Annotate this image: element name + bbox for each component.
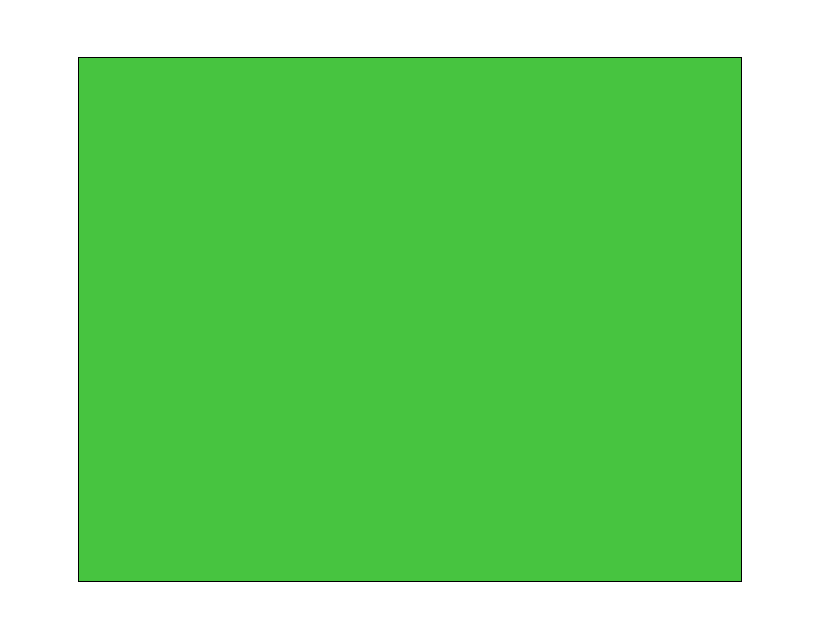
map-overlay-svg [79, 58, 741, 581]
map-plot-area [78, 57, 742, 582]
colorbar [764, 52, 825, 584]
